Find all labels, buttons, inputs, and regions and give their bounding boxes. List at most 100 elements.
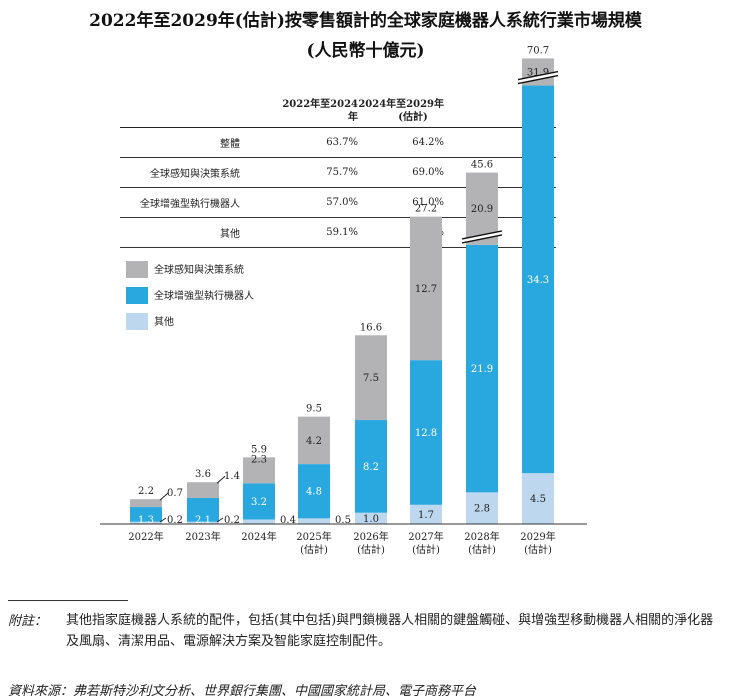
legend-label: 全球感知與決策系統 [154,263,244,276]
bar-total-label: 3.6 [195,469,211,480]
segment-value-label: 0.2 [224,515,240,526]
segment-value-label: 1.7 [418,510,434,521]
bar-total-label: 27.2 [415,204,437,215]
axis-break-line [461,234,503,244]
x-tick-sublabel: (估計) [357,543,385,556]
cagr-table: 2022年至2024年 2024年至2029年 (估計) 整體 63.7% 64… [120,92,556,248]
cagr-value: 64.2% [358,127,444,158]
segment-value-label: 1.3 [138,515,154,526]
segment-value-label: 1.0 [363,514,379,525]
axis-break-line [517,70,559,81]
bar-segment [243,519,275,524]
segment-value-label: 4.5 [530,494,546,505]
cagr-row-label: 整體 [120,127,240,158]
segment-value-label: 4.2 [306,436,322,447]
axis-break-gap [462,230,502,243]
x-tick-label: 2022年 [128,530,163,543]
segment-value-label: 21.9 [471,364,493,375]
cagr-value: 59.1% [280,217,358,248]
legend-label: 其他 [154,315,174,328]
bar-total-label: 45.6 [471,160,493,171]
x-tick-label: 2024年 [241,530,276,543]
bar-total-label: 9.5 [306,404,322,415]
bar-total-label: 70.7 [527,45,549,56]
bar-segment [522,85,554,474]
bar-segment [410,216,442,361]
bar-segment [355,420,387,513]
x-tick-label: 2026年 [353,530,388,543]
legend-swatch [126,313,148,330]
footnote-text: 其他指家庭機器人系統的配件，包括(其中包括)與門鎖機器人相關的鍵盤觸碰、與增強型… [66,613,714,649]
segment-value-label: 8.2 [363,462,379,473]
cagr-value: 61.0% [358,187,444,218]
cagr-header-2024-2029: 2024年至2029年 (估計) [358,99,444,123]
segment-value-label: 0.2 [167,515,183,526]
x-tick-label: 2023年 [185,530,220,543]
bar-segment [187,521,219,524]
bar-segment [298,416,330,465]
segment-value-label: 0.4 [280,515,296,526]
footnote-label: 附註： [8,614,48,629]
bar-segment [410,504,442,524]
legend-swatch [126,261,148,278]
x-tick-sublabel: (估計) [468,543,496,556]
bar-segment [466,492,498,524]
segment-value-label: 0.7 [167,488,183,499]
cagr-row: 全球感知與決策系統 75.7% 69.0% [120,157,556,188]
label-leader-line [159,492,169,501]
segment-value-label: 20.9 [471,204,493,215]
axis-break-gap [518,71,558,84]
cagr-row-label: 全球增強型執行機器人 [120,187,240,218]
legend-swatch [126,287,148,304]
label-leader-line [216,517,224,523]
bar-segment [466,244,498,493]
segment-value-label: 1.4 [224,471,240,482]
segment-value-label: 0.5 [335,515,351,526]
bar-segment [298,464,330,519]
cagr-value: 57.0% [280,187,358,218]
bar-total-label: 5.9 [251,444,267,455]
bar-segment [130,521,162,524]
cagr-value: 69.0% [358,157,444,188]
chart-title: 2022年至2029年(估計)按零售額計的全球家庭機器人系統行業市場規模 [89,11,642,31]
bar-segment [130,499,162,508]
x-tick-label: 2025年 [296,530,331,543]
cagr-value: 63.7% [280,127,358,158]
cagr-value: 75.7% [280,157,358,188]
segment-value-label: 12.8 [415,428,437,439]
segment-value-label: 34.3 [527,275,549,286]
cagr-header-2022-2024: 2022年至2024年 [282,99,358,123]
bar-segment [243,457,275,484]
x-tick-sublabel: (估計) [524,543,552,556]
segment-value-label: 2.8 [474,504,490,515]
cagr-header-row: 2022年至2024年 2024年至2029年 (估計) [120,92,556,128]
bar-segment [355,512,387,524]
segment-value-label: 4.8 [306,487,322,498]
segment-value-label: 2.3 [251,454,267,465]
segment-value-label: 3.2 [251,497,267,508]
x-tick-label: 2027年 [408,530,443,543]
bar-segment [130,507,162,522]
segment-value-label: 31.9 [527,68,549,79]
bar-segment [187,498,219,522]
x-tick-label: 2029年 [520,530,555,543]
x-tick-sublabel: (估計) [300,543,328,556]
bar-total-label: 2.2 [138,486,154,497]
source-note: 資料來源：弗若斯特沙利文分析、世界銀行集團、中國國家統計局、電子商務平台 [8,684,477,699]
x-tick-sublabel: (估計) [412,543,440,556]
bar-segment [187,482,219,499]
bar-segment [243,483,275,520]
segment-value-label: 12.7 [415,284,437,295]
bar-segment [355,335,387,421]
segment-value-label: 2.1 [195,515,211,526]
cagr-row-label: 其他 [120,217,240,248]
segment-value-label: 7.5 [363,373,379,384]
bar-total-label: 16.6 [360,322,382,333]
label-leader-line [159,517,167,523]
legend-label: 全球增強型執行機器人 [154,289,254,302]
bar-segment [410,360,442,505]
bar-segment [522,473,554,524]
cagr-row-label: 全球感知與決策系統 [120,157,240,188]
x-tick-label: 2028年 [464,530,499,543]
